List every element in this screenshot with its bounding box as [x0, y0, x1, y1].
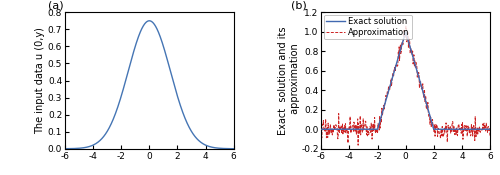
Exact solution: [386, 87, 392, 89]
Approximation: [403, 25, 409, 27]
Line: Exact solution: Exact solution: [322, 32, 490, 129]
Approximation: [442, 132, 448, 134]
Line: Approximation: Approximation: [322, 26, 490, 145]
Exact solution: [336, 128, 342, 130]
Approximation: [355, 144, 361, 146]
Text: (a): (a): [48, 1, 64, 11]
Legend: Exact solution, Approximation: Exact solution, Approximation: [324, 15, 412, 39]
Exact solution: [434, 128, 440, 130]
Exact solution: [487, 128, 493, 130]
Exact solution: [450, 128, 456, 130]
Approximation: [374, 130, 380, 132]
Y-axis label: Exact  solution and its
 approximation: Exact solution and its approximation: [278, 26, 299, 135]
Approximation: [338, 132, 344, 135]
Exact solution: [453, 128, 459, 130]
Y-axis label: The input data u (0,y): The input data u (0,y): [35, 27, 45, 134]
Exact solution: [318, 128, 324, 130]
Approximation: [426, 112, 432, 114]
Approximation: [487, 136, 493, 138]
Approximation: [441, 133, 447, 135]
Approximation: [386, 85, 392, 87]
Text: (b): (b): [291, 1, 306, 11]
Approximation: [318, 127, 324, 129]
Exact solution: [392, 66, 398, 68]
Exact solution: [402, 31, 408, 33]
